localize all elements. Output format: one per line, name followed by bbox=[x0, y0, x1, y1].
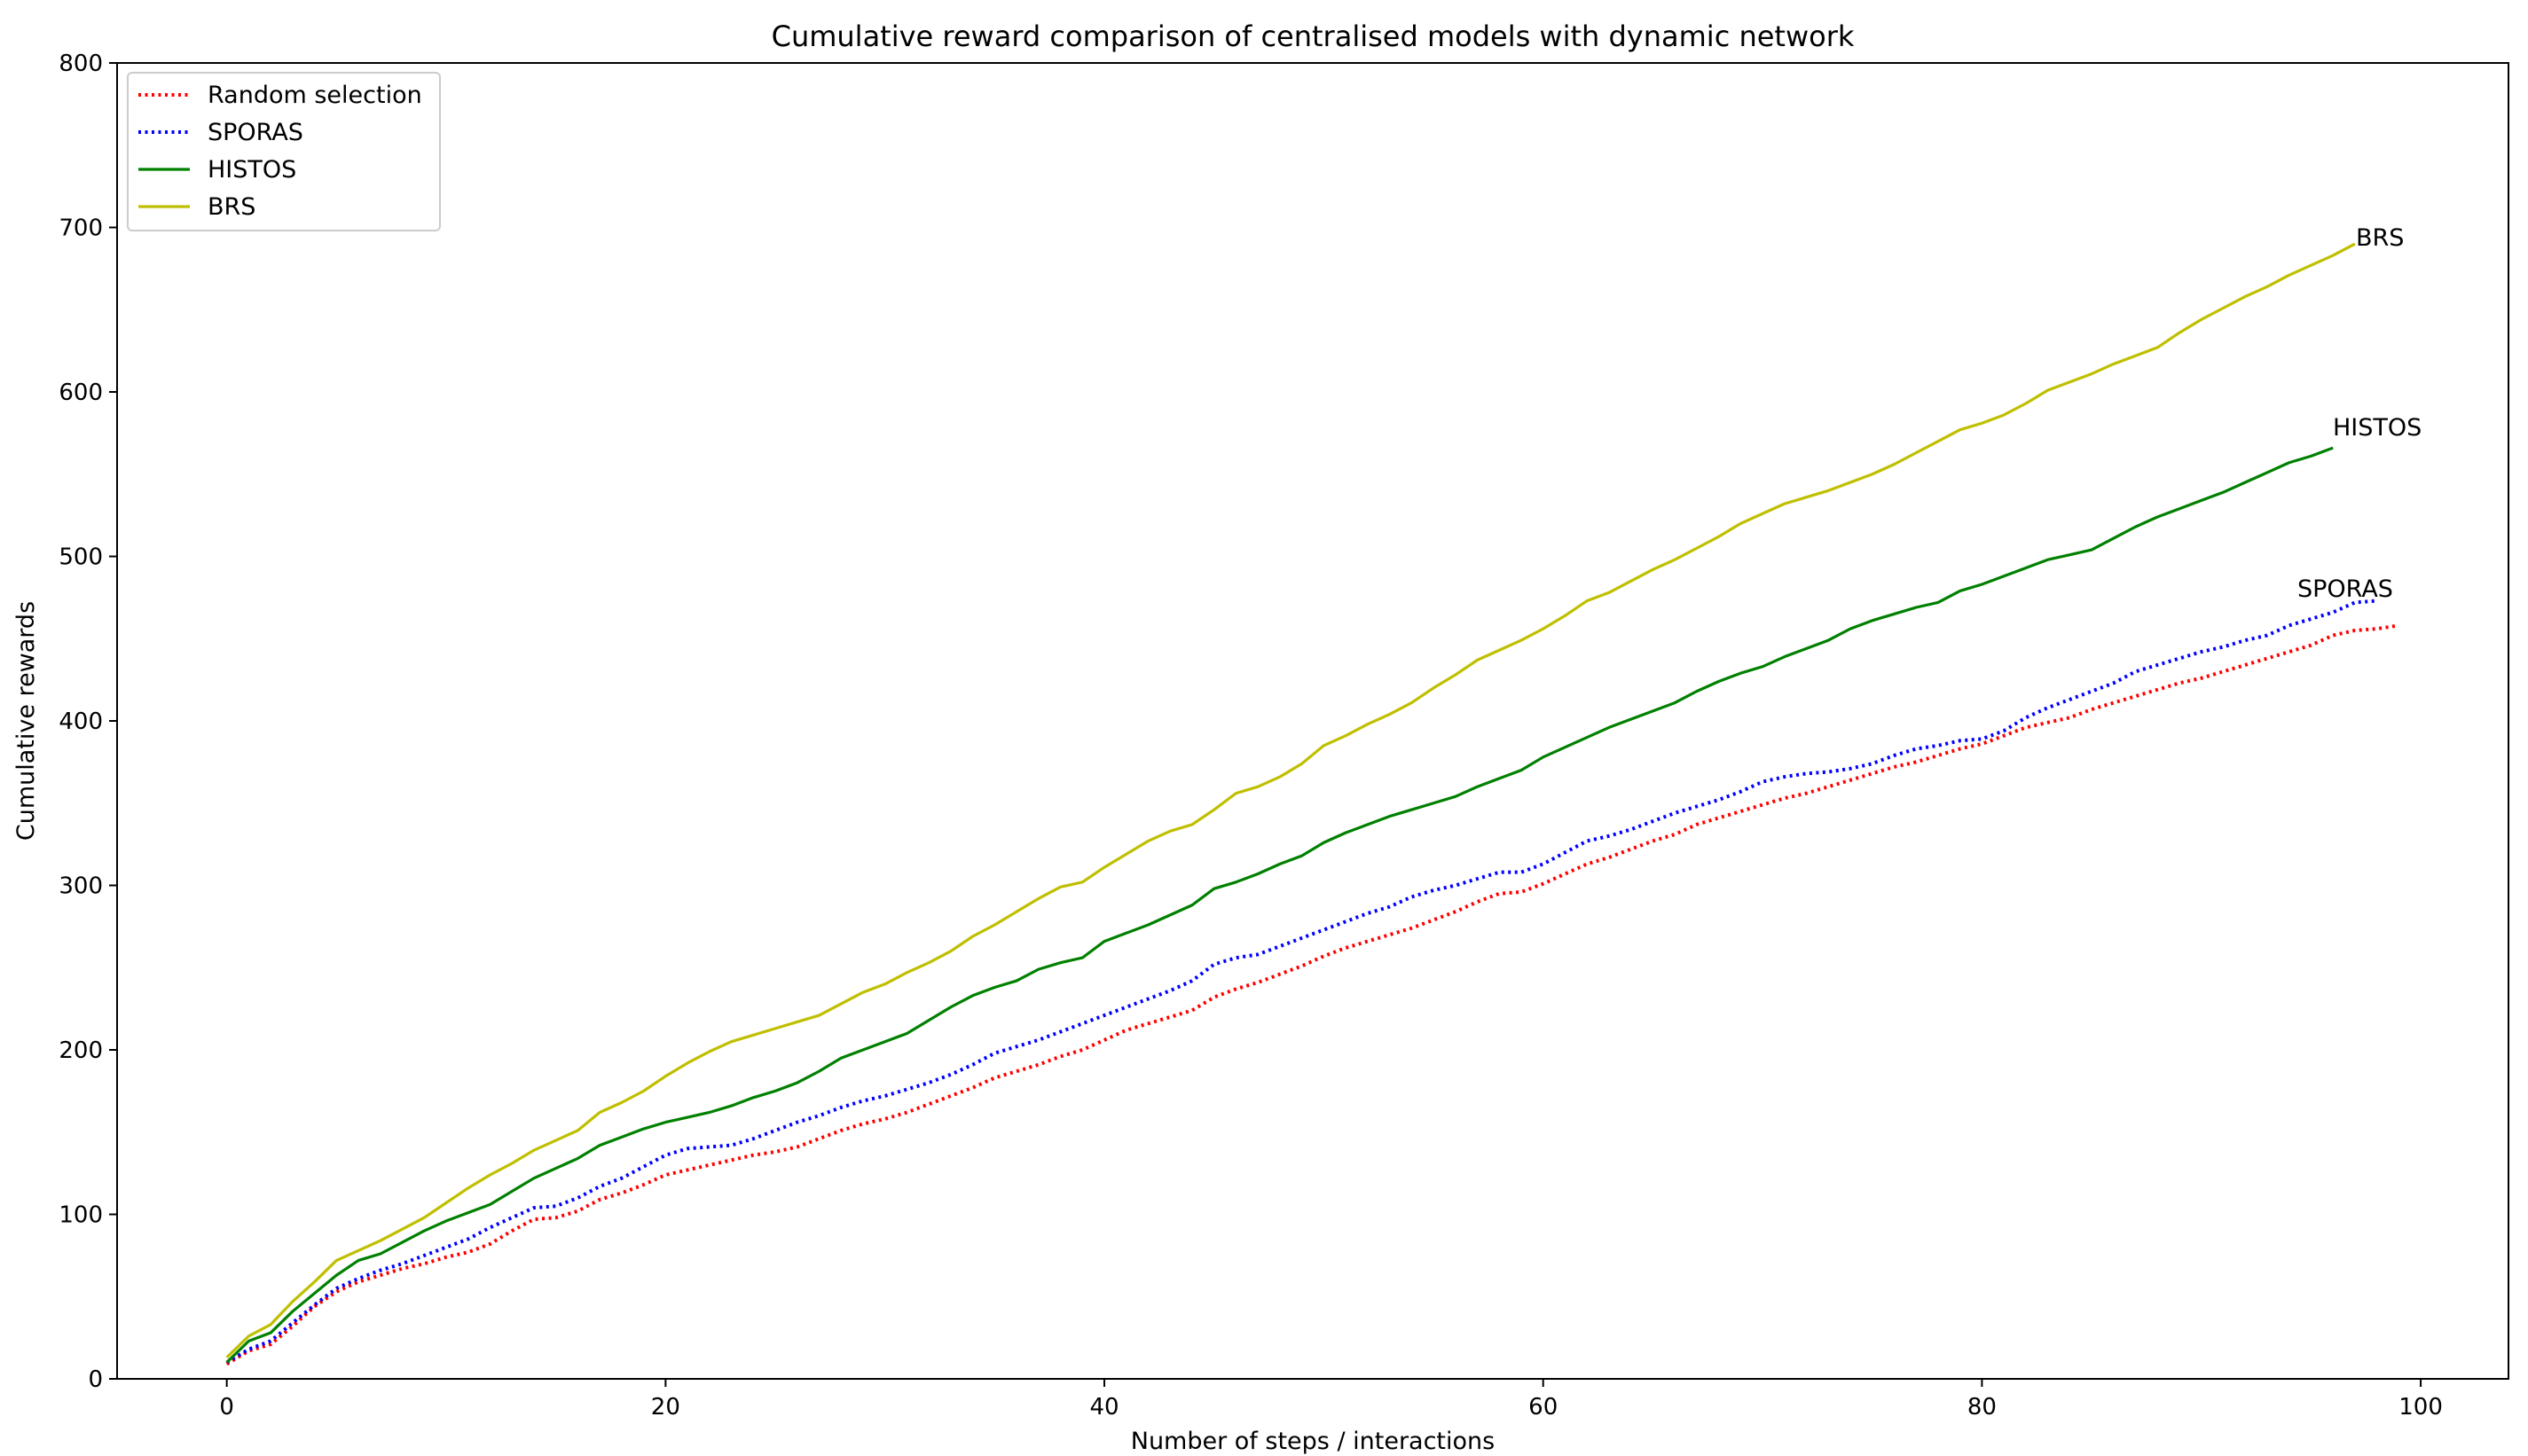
chart-title: Cumulative reward comparison of centrali… bbox=[772, 20, 1855, 53]
series-sporas bbox=[225, 599, 2377, 1365]
x-tick-label: 0 bbox=[219, 1394, 234, 1421]
y-tick-label: 300 bbox=[59, 873, 103, 900]
legend-label-brs: BRS bbox=[208, 193, 255, 221]
y-axis: 0 100 200 300 400 500 600 700 800 bbox=[59, 51, 117, 1393]
x-tick-label: 20 bbox=[651, 1394, 680, 1421]
y-tick-label: 200 bbox=[59, 1037, 103, 1064]
legend-label-random-selection: Random selection bbox=[208, 82, 422, 109]
annotation-sporas: SPORAS bbox=[2297, 575, 2393, 603]
legend: Random selection SPORAS HISTOS BRS bbox=[127, 72, 441, 231]
x-tick-label: 100 bbox=[2398, 1394, 2443, 1421]
y-tick-label: 700 bbox=[59, 215, 103, 242]
x-axis-label: Number of steps / interactions bbox=[1131, 1428, 1495, 1455]
series-line-brs bbox=[225, 242, 2356, 1359]
y-tick-label: 500 bbox=[59, 544, 103, 571]
series-brs bbox=[225, 242, 2356, 1359]
series-end-labels: BRS HISTOS SPORAS bbox=[2297, 224, 2422, 603]
series-random-selection bbox=[225, 623, 2399, 1366]
y-tick-label: 600 bbox=[59, 380, 103, 406]
series-layer bbox=[225, 242, 2399, 1366]
series-line-random-selection bbox=[225, 623, 2399, 1366]
x-axis: 0 20 40 60 80 100 bbox=[219, 1379, 2443, 1421]
legend-label-histos: HISTOS bbox=[208, 156, 296, 184]
annotation-histos: HISTOS bbox=[2333, 414, 2422, 442]
y-tick-label: 800 bbox=[59, 51, 103, 77]
x-tick-label: 40 bbox=[1089, 1394, 1119, 1421]
series-line-histos bbox=[225, 446, 2334, 1364]
y-tick-label: 100 bbox=[59, 1202, 103, 1229]
legend-box bbox=[127, 72, 441, 231]
y-tick-label: 0 bbox=[88, 1366, 103, 1393]
y-axis-label: Cumulative rewards bbox=[12, 601, 40, 841]
series-histos bbox=[225, 446, 2334, 1364]
series-line-sporas bbox=[225, 599, 2377, 1365]
y-tick-label: 400 bbox=[59, 708, 103, 735]
annotation-brs: BRS bbox=[2356, 224, 2404, 252]
x-tick-label: 60 bbox=[1528, 1394, 1558, 1421]
legend-label-sporas: SPORAS bbox=[208, 119, 303, 146]
x-tick-label: 80 bbox=[1967, 1394, 1997, 1421]
